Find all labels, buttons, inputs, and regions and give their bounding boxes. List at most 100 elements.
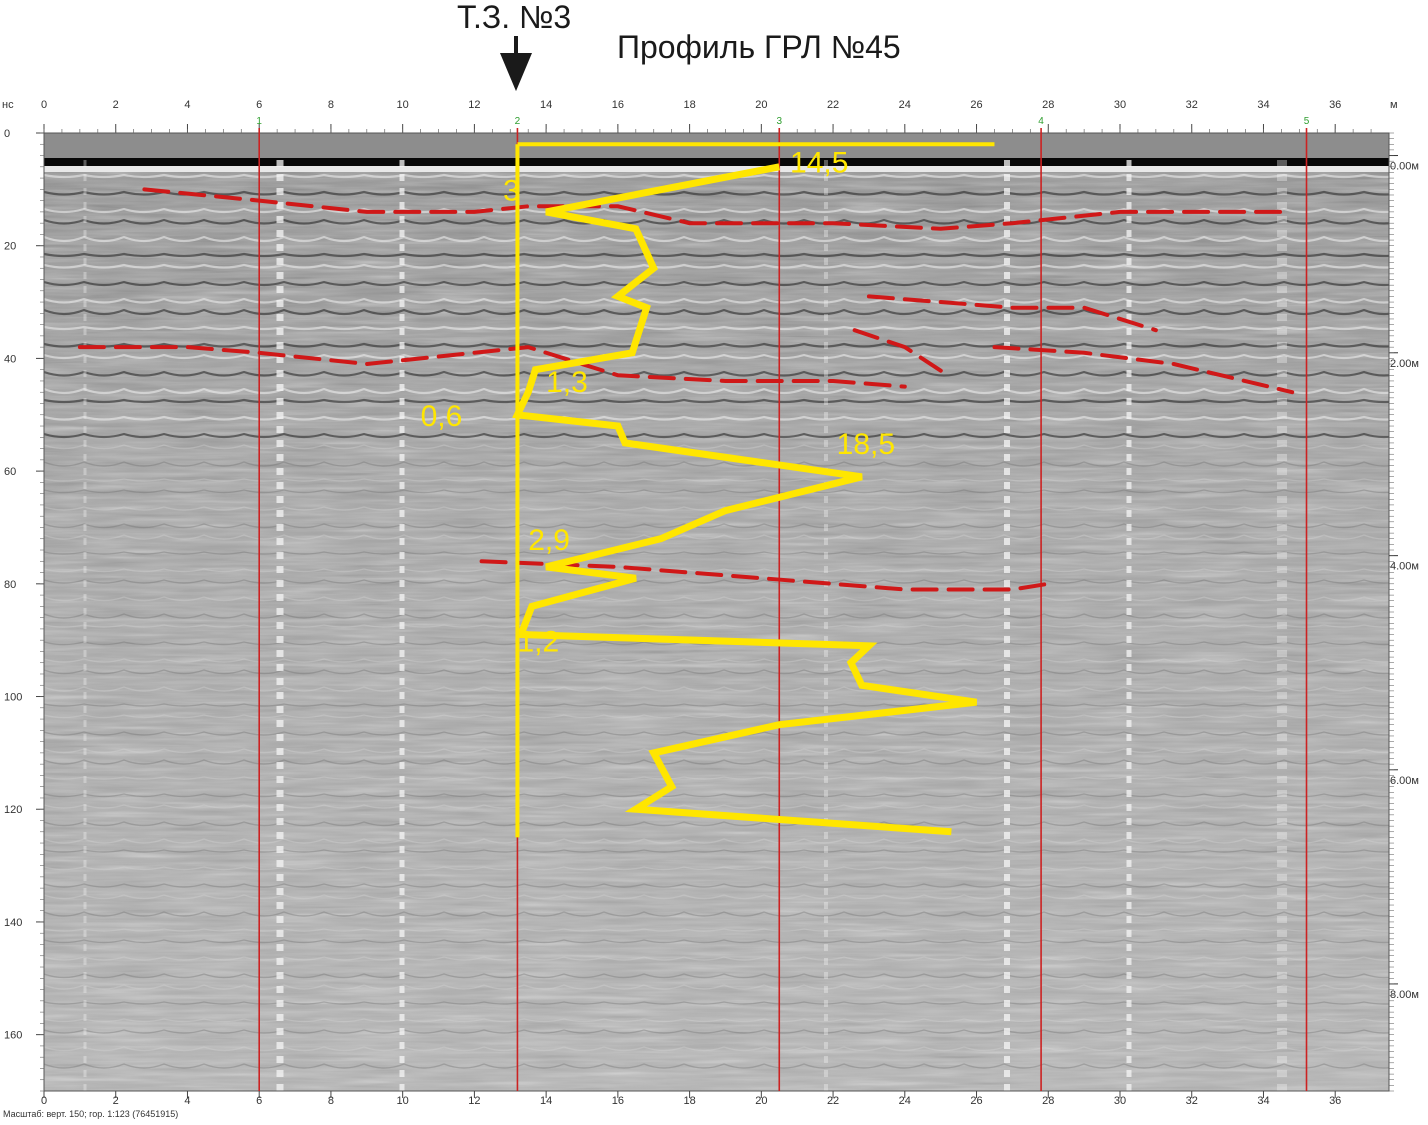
streak-segment — [276, 454, 284, 461]
streak-segment — [824, 286, 828, 293]
reflection-band — [44, 804, 1389, 809]
x-tick-label: 14 — [540, 99, 552, 111]
y-tick-label: 140 — [4, 917, 22, 929]
reflection-band — [44, 461, 1389, 467]
streak-segment — [83, 748, 87, 755]
streak-segment — [1126, 902, 1132, 909]
streak-segment — [1126, 552, 1132, 559]
streak-segment — [83, 230, 87, 237]
streak-segment — [399, 1056, 405, 1063]
streak-segment — [83, 678, 87, 685]
streak-segment — [1277, 440, 1287, 447]
streak-segment — [276, 258, 284, 265]
streak-segment — [276, 244, 284, 251]
streak-segment — [1126, 496, 1132, 503]
streak-segment — [399, 1042, 405, 1049]
streak-segment — [1004, 244, 1010, 251]
streak-segment — [1126, 1070, 1132, 1077]
streak-segment — [824, 566, 828, 573]
reflection-band — [44, 669, 1389, 675]
streak-segment — [276, 1042, 284, 1049]
marker-label: 4 — [1038, 116, 1044, 127]
streak-segment — [83, 1070, 87, 1077]
reflection-band — [44, 235, 1389, 243]
streak-segment — [824, 594, 828, 601]
streak-segment — [399, 888, 405, 895]
x-tick-label: 34 — [1257, 99, 1269, 111]
streak-segment — [1277, 328, 1287, 335]
streak-segment — [276, 734, 284, 741]
streak-segment — [824, 972, 828, 979]
streak-segment — [399, 986, 405, 993]
streak-segment — [1277, 594, 1287, 601]
streak-segment — [276, 230, 284, 237]
streak-segment — [1004, 804, 1010, 811]
streak-segment — [399, 538, 405, 545]
streak-segment — [276, 552, 284, 559]
y-unit-label: нс — [2, 99, 14, 111]
streak-segment — [276, 818, 284, 825]
streak-segment — [276, 300, 284, 307]
x-tick-label-bottom: 32 — [1186, 1095, 1198, 1107]
streak-segment — [276, 188, 284, 195]
streak-segment — [399, 1070, 405, 1077]
streak-segment — [83, 1042, 87, 1049]
streak-segment — [276, 440, 284, 447]
reflection-band — [44, 1046, 1389, 1052]
streak-segment — [276, 370, 284, 377]
streak-segment — [1004, 230, 1010, 237]
streak-segment — [1004, 328, 1010, 335]
streak-segment — [1277, 916, 1287, 923]
streak-segment — [83, 356, 87, 363]
streak-segment — [1126, 538, 1132, 545]
reflection-band — [44, 190, 1389, 196]
streak-segment — [1004, 664, 1010, 671]
streak-segment — [276, 538, 284, 545]
reflection-band — [44, 579, 1389, 584]
streak-segment — [399, 678, 405, 685]
streak-segment — [83, 720, 87, 727]
streak-segment — [1277, 664, 1287, 671]
streak-segment — [399, 622, 405, 629]
streak-segment — [276, 510, 284, 517]
x-tick-label-bottom: 6 — [256, 1095, 262, 1107]
y-tick-label: 40 — [4, 353, 16, 365]
streak-segment — [276, 594, 284, 601]
streak-segment — [824, 370, 828, 377]
streak-segment — [83, 524, 87, 531]
depth-label: 4.00м — [1390, 561, 1419, 573]
reflection-band — [44, 613, 1389, 619]
streak-segment — [824, 888, 828, 895]
streak-segment — [1277, 580, 1287, 587]
streak-segment — [1277, 734, 1287, 741]
streak-segment — [83, 412, 87, 419]
reflection-band — [44, 308, 1389, 316]
streak-segment — [83, 286, 87, 293]
streak-segment — [1004, 916, 1010, 923]
streak-segment — [276, 342, 284, 349]
streak-segment — [824, 384, 828, 391]
streak-segment — [276, 958, 284, 965]
streak-segment — [1004, 398, 1010, 405]
boundary-line — [852, 328, 950, 378]
reflection-band — [44, 776, 1389, 780]
streak-segment — [1004, 930, 1010, 937]
streak-segment — [83, 174, 87, 181]
streak-segment — [1126, 440, 1132, 447]
x-tick-label: 26 — [970, 99, 982, 111]
streak-segment — [1004, 888, 1010, 895]
streak-segment — [399, 1000, 405, 1007]
streak-segment — [1277, 314, 1287, 321]
streak-segment — [399, 468, 405, 475]
streak-segment — [824, 524, 828, 531]
x-tick-label: 22 — [827, 99, 839, 111]
streak-segment — [399, 384, 405, 391]
streak-segment — [1277, 454, 1287, 461]
streak-segment — [83, 202, 87, 209]
streak-segment — [1004, 454, 1010, 461]
streak-segment — [399, 790, 405, 797]
streak-segment — [1126, 678, 1132, 685]
streak-segment — [276, 846, 284, 853]
streak-segment — [1004, 188, 1010, 195]
streak-segment — [824, 664, 828, 671]
